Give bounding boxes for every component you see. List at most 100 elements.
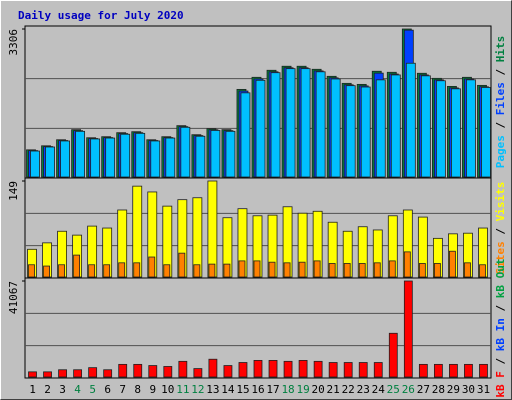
bar — [388, 260, 396, 278]
bar — [405, 62, 416, 178]
bar — [253, 260, 261, 278]
bar — [178, 360, 188, 378]
bar — [373, 362, 383, 378]
bar — [148, 365, 158, 378]
bar — [298, 261, 306, 278]
bar — [43, 265, 50, 278]
bar — [255, 79, 266, 178]
x-tick-label: 13 — [206, 383, 219, 396]
bar — [449, 363, 458, 378]
bar — [58, 264, 65, 278]
bar — [208, 263, 216, 278]
legend-separator: / — [494, 62, 507, 82]
bar — [163, 264, 171, 278]
bar — [148, 256, 156, 278]
bar — [135, 132, 146, 178]
bar — [435, 80, 446, 178]
bar — [343, 263, 351, 278]
bar — [207, 180, 218, 278]
bar — [358, 362, 368, 378]
x-tick-label: 15 — [236, 383, 249, 396]
bar — [208, 358, 218, 378]
bar — [328, 362, 338, 378]
legend-entry: Visits — [494, 182, 507, 222]
bar — [253, 360, 263, 378]
bar — [300, 68, 311, 178]
x-tick-label: 8 — [134, 383, 141, 396]
bar — [180, 126, 191, 178]
x-tick-label: 29 — [447, 383, 460, 396]
bar — [418, 263, 426, 278]
bar — [298, 360, 308, 378]
legend-entry: kB Out — [494, 258, 507, 298]
bar — [466, 79, 476, 178]
legend-entry: kB F — [494, 371, 507, 398]
legend: Sites / Visits — [494, 182, 507, 275]
bar — [88, 264, 96, 278]
x-tick-label: 12 — [191, 383, 204, 396]
x-tick-label: 31 — [477, 383, 490, 396]
bar — [330, 78, 341, 178]
bar — [270, 72, 281, 178]
bar — [479, 264, 486, 278]
legend-separator: / — [494, 351, 507, 371]
bar — [163, 366, 173, 378]
x-tick-label: 3 — [59, 383, 66, 396]
bar — [345, 85, 356, 178]
bar — [268, 360, 278, 378]
bar — [90, 138, 101, 178]
x-tick-label: 9 — [149, 383, 156, 396]
bar — [283, 262, 291, 278]
legend: kB F / kB In / kB Out — [494, 258, 507, 397]
legend-separator: / — [494, 221, 507, 241]
bar — [28, 264, 35, 278]
bar — [464, 262, 471, 278]
y-tick-label: 3306 — [7, 29, 20, 56]
x-tick-label: 19 — [296, 383, 309, 396]
bar — [403, 251, 411, 278]
bar — [43, 371, 52, 378]
legend-entry: Files — [494, 82, 507, 115]
bar — [358, 263, 366, 278]
x-tick-label: 28 — [432, 383, 445, 396]
x-tick-label: 2 — [44, 383, 51, 396]
bar — [223, 263, 231, 278]
bar — [118, 262, 126, 278]
x-tick-label: 24 — [372, 383, 386, 396]
bar — [195, 135, 206, 178]
bar — [315, 71, 326, 178]
bar — [390, 74, 401, 178]
bar — [313, 360, 323, 378]
x-tick-label: 7 — [119, 383, 126, 396]
bar — [28, 371, 37, 378]
bar — [343, 362, 353, 378]
bar — [283, 360, 293, 378]
bar — [373, 262, 381, 278]
legend-separator: / — [494, 115, 507, 135]
bar — [418, 363, 428, 378]
bar — [375, 79, 386, 178]
bar — [45, 146, 55, 178]
x-tick-label: 16 — [251, 383, 264, 396]
bar — [225, 130, 236, 178]
bar — [73, 254, 81, 278]
legend-entry: Sites — [494, 241, 507, 274]
bar — [479, 363, 488, 378]
x-tick-label: 27 — [417, 383, 430, 396]
bar — [481, 87, 491, 178]
x-tick-label: 22 — [342, 383, 355, 396]
bar — [178, 252, 186, 278]
bar — [285, 68, 296, 178]
legend-separator: / — [494, 298, 507, 318]
bar — [73, 369, 83, 378]
bar — [433, 263, 441, 278]
x-tick-label: 26 — [402, 383, 415, 396]
x-tick-label: 6 — [104, 383, 111, 396]
bar — [193, 368, 203, 378]
bar — [88, 367, 98, 378]
bar — [30, 150, 40, 178]
bar — [451, 88, 461, 178]
